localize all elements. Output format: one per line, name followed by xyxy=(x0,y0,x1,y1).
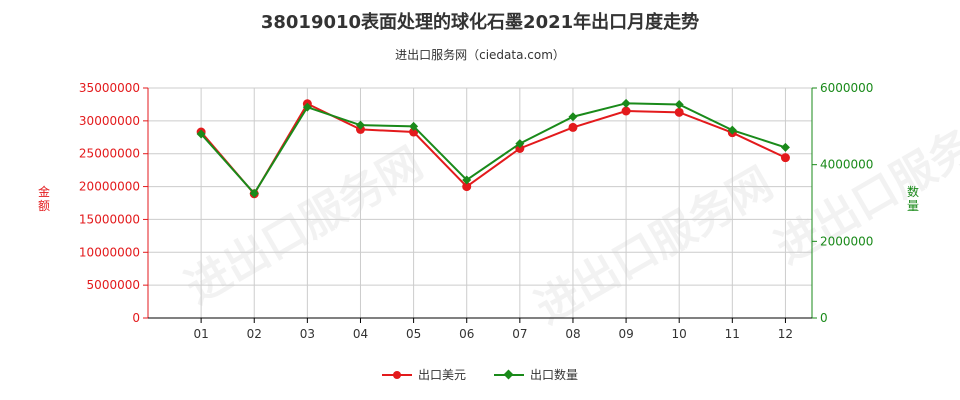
series-point-1-6 xyxy=(515,139,525,149)
series-point-1-5 xyxy=(462,175,472,185)
y-right-tick-label: 0 xyxy=(820,311,828,325)
series-point-1-8 xyxy=(621,98,631,108)
series-point-1-7 xyxy=(568,112,578,122)
legend-swatch-amount xyxy=(381,369,412,381)
legend: 出口美元 出口数量 xyxy=(0,366,960,383)
legend-label-quantity: 出口数量 xyxy=(530,368,579,382)
series-point-0-9 xyxy=(674,107,684,117)
x-tick-label: 09 xyxy=(618,327,633,341)
series-point-1-10 xyxy=(727,125,737,135)
series-line-1 xyxy=(200,102,786,196)
legend-label-amount: 出口美元 xyxy=(417,368,466,382)
series-point-0-11 xyxy=(780,153,790,163)
series-point-1-3 xyxy=(355,120,365,130)
legend-marker-amount xyxy=(392,370,401,379)
x-tick-label: 12 xyxy=(778,327,793,341)
series-point-0-8 xyxy=(621,106,631,116)
chart-title: 38019010表面处理的球化石墨2021年出口月度走势 xyxy=(260,12,700,33)
y-left-tick-label: 15000000 xyxy=(79,212,140,226)
series-point-0-7 xyxy=(568,122,578,132)
y-left-tick-label: 10000000 xyxy=(79,245,140,259)
y-left-tick-label: 30000000 xyxy=(79,114,140,128)
y-left-tick-label: 35000000 xyxy=(79,81,140,95)
x-tick-label: 05 xyxy=(406,327,421,341)
x-tick-label: 01 xyxy=(193,327,208,341)
chart-subtitle: 进出口服务网（ciedata.com） xyxy=(395,48,565,62)
y-left-tick-label: 20000000 xyxy=(79,180,140,194)
x-tick-label: 10 xyxy=(672,327,687,341)
x-tick-label: 02 xyxy=(247,327,262,341)
x-tick-label: 04 xyxy=(353,327,368,341)
series-point-1-11 xyxy=(780,142,790,152)
y-left-tick-label: 5000000 xyxy=(87,278,140,292)
x-tick-label: 07 xyxy=(512,327,527,341)
series-point-1-4 xyxy=(409,121,419,131)
y-left-axis-title: 金额 xyxy=(38,184,50,213)
series-point-1-9 xyxy=(674,99,684,109)
series-point-0-5 xyxy=(462,182,472,192)
y-left-tick-label: 0 xyxy=(132,311,140,325)
series-point-1-1 xyxy=(249,188,259,198)
legend-item-amount[interactable]: 出口美元 xyxy=(381,366,466,383)
x-tick-label: 06 xyxy=(459,327,474,341)
legend-item-quantity[interactable]: 出口数量 xyxy=(494,366,578,383)
x-tick-label: 03 xyxy=(300,327,315,341)
series-point-1-0 xyxy=(196,129,206,139)
y-right-tick-label: 2000000 xyxy=(820,234,873,248)
x-tick-label: 11 xyxy=(725,327,740,341)
series-line-0 xyxy=(200,102,786,196)
x-tick-label: 08 xyxy=(565,327,580,341)
y-right-tick-label: 6000000 xyxy=(820,81,873,95)
legend-marker-quantity xyxy=(503,369,514,379)
series-point-1-2 xyxy=(302,102,312,112)
y-left-tick-label: 25000000 xyxy=(79,147,140,161)
legend-swatch-quantity xyxy=(494,369,524,381)
y-right-axis-title: 数量 xyxy=(907,184,919,213)
y-right-tick-label: 4000000 xyxy=(820,158,873,172)
